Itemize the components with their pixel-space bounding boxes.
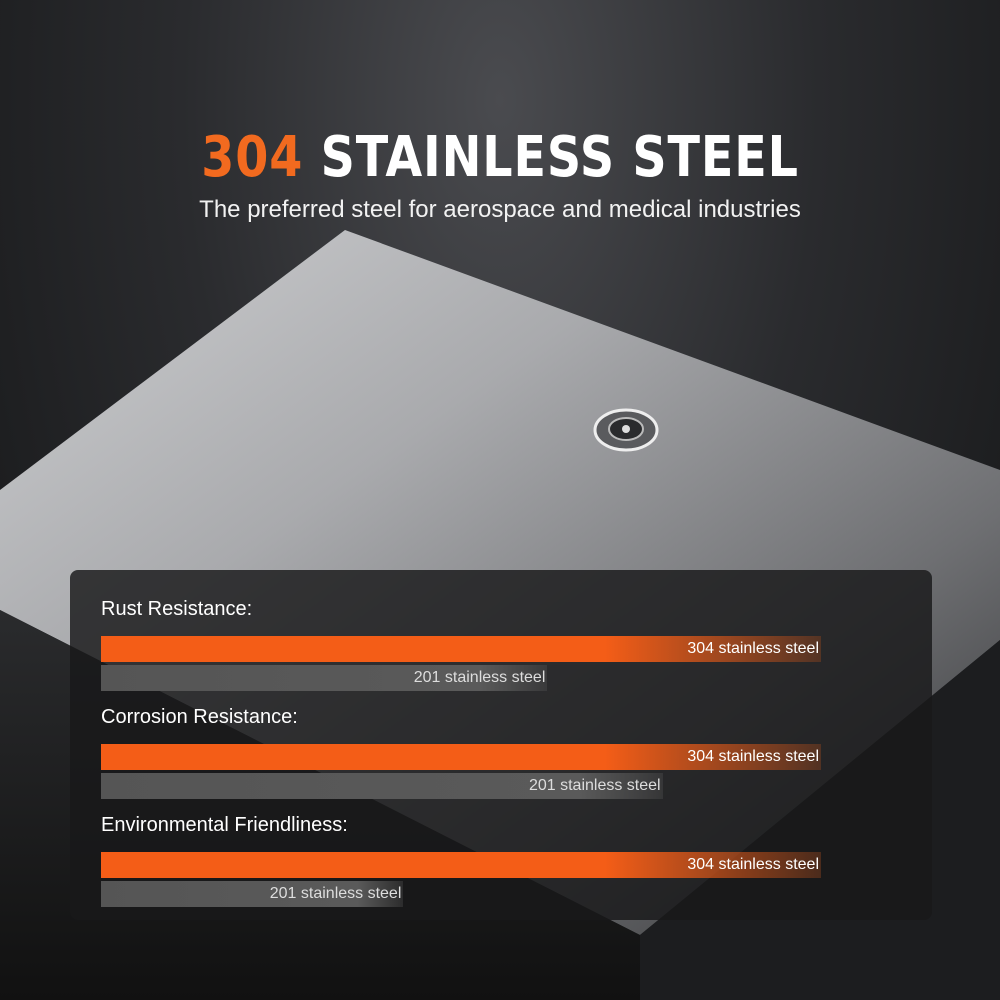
bar-304: 304 stainless steel (101, 636, 821, 662)
comparison-panel: Rust Resistance: 304 stainless steel 201… (70, 570, 932, 920)
bar-201: 201 stainless steel (101, 773, 663, 799)
bar-label: 201 stainless steel (269, 885, 402, 902)
title-rest: STAINLESS STEEL (303, 125, 799, 190)
bar-label: 304 stainless steel (687, 640, 819, 657)
bar-label: 201 stainless steel (413, 669, 546, 686)
bar-label: 304 stainless steel (687, 856, 819, 873)
comparison-label: Rust Resistance: (101, 598, 253, 620)
bar-201: 201 stainless steel (101, 881, 404, 907)
bar-304: 304 stainless steel (101, 744, 821, 770)
subtitle: The preferred steel for aerospace and me… (199, 196, 801, 223)
bar-label: 201 stainless steel (528, 777, 661, 794)
bar-label: 304 stainless steel (687, 748, 819, 765)
comparison-corrosion: Corrosion Resistance: 304 stainless stee… (101, 706, 821, 802)
keyhole-lock-icon (593, 408, 659, 452)
comparison-rust: Rust Resistance: 304 stainless steel 201… (101, 598, 821, 694)
bar-201: 201 stainless steel (101, 665, 548, 691)
bar-304: 304 stainless steel (101, 852, 821, 878)
title-accent: 304 (201, 125, 304, 190)
page-title: 304 STAINLESS STEEL (75, 125, 925, 190)
comparison-label: Environmental Friendliness: (101, 814, 348, 836)
comparison-label: Corrosion Resistance: (101, 706, 298, 728)
comparison-environmental: Environmental Friendliness: 304 stainles… (101, 814, 821, 910)
